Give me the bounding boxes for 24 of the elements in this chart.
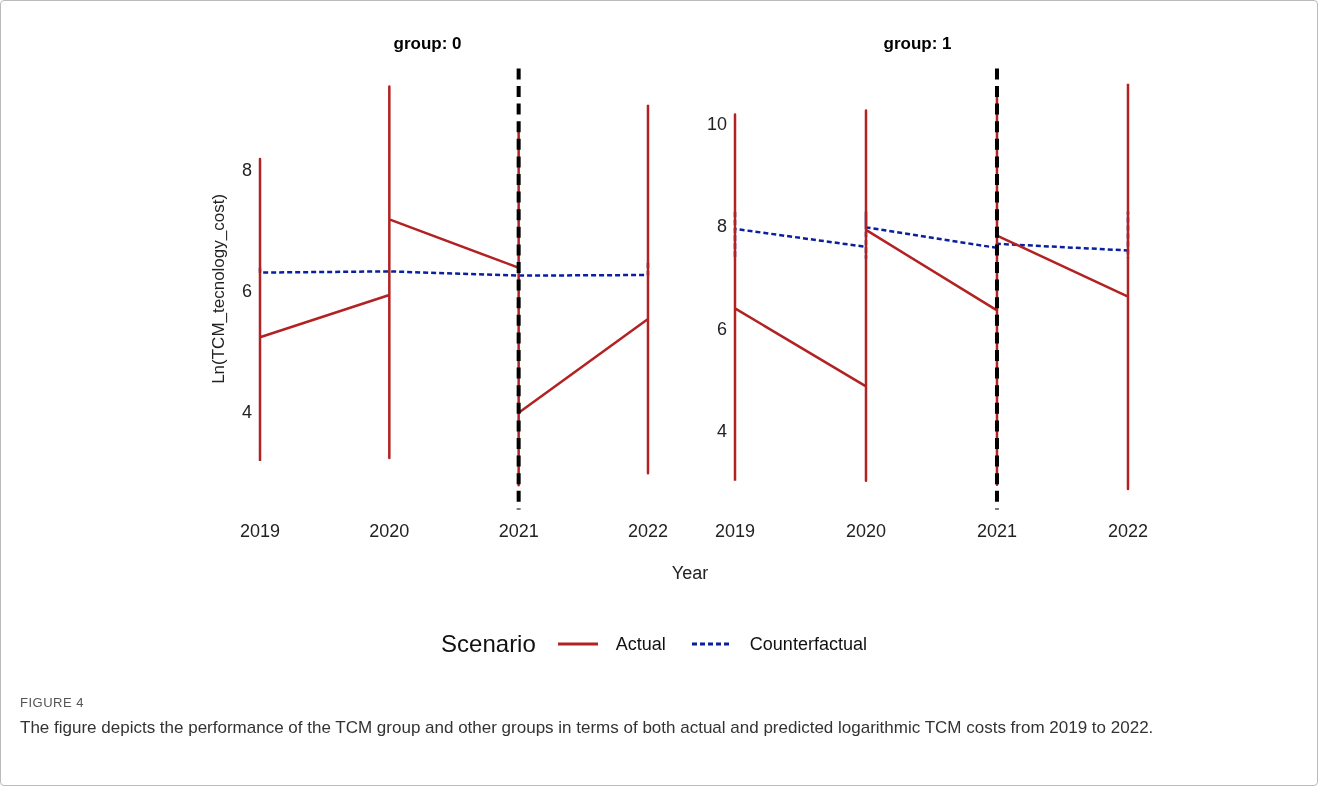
x-tick-label: 2022 <box>627 521 668 542</box>
text: The figure depicts the performance of the TCM group and other groups in terms of both actual and predicted logarithmic TCM costs from 2019 to 2022. <box>20 717 1155 739</box>
chart-title: group: 0 <box>393 33 462 53</box>
y-axis-title: Ln(TCM_tecnology_cost) <box>208 193 228 384</box>
x-tick-label: 2021 <box>498 521 539 542</box>
x-axis-title: Year <box>670 563 710 584</box>
y-tick-label: 4 <box>716 421 727 442</box>
x-tick-label: 2020 <box>369 521 410 542</box>
y-tick-label: 6 <box>241 280 252 301</box>
y-tick-label: 10 <box>706 113 727 134</box>
y-tick-label: 8 <box>241 160 252 181</box>
legend-label: Actual <box>615 633 666 655</box>
y-tick-label: 6 <box>716 318 727 339</box>
x-tick-label: 2021 <box>976 521 1018 542</box>
legend-label: Counterfactual <box>749 633 867 655</box>
caption: FIGURE 4 <box>20 695 85 710</box>
x-tick-label: 2019 <box>239 521 281 542</box>
y-tick-label: 4 <box>241 401 252 422</box>
x-tick-label: 2020 <box>845 521 887 542</box>
chart-title: group: 1 <box>883 33 952 53</box>
legend-title: Scenario <box>441 630 536 658</box>
x-tick-label: 2022 <box>1107 521 1148 542</box>
x-tick-label: 2019 <box>714 521 756 542</box>
y-tick-label: 8 <box>716 216 727 237</box>
